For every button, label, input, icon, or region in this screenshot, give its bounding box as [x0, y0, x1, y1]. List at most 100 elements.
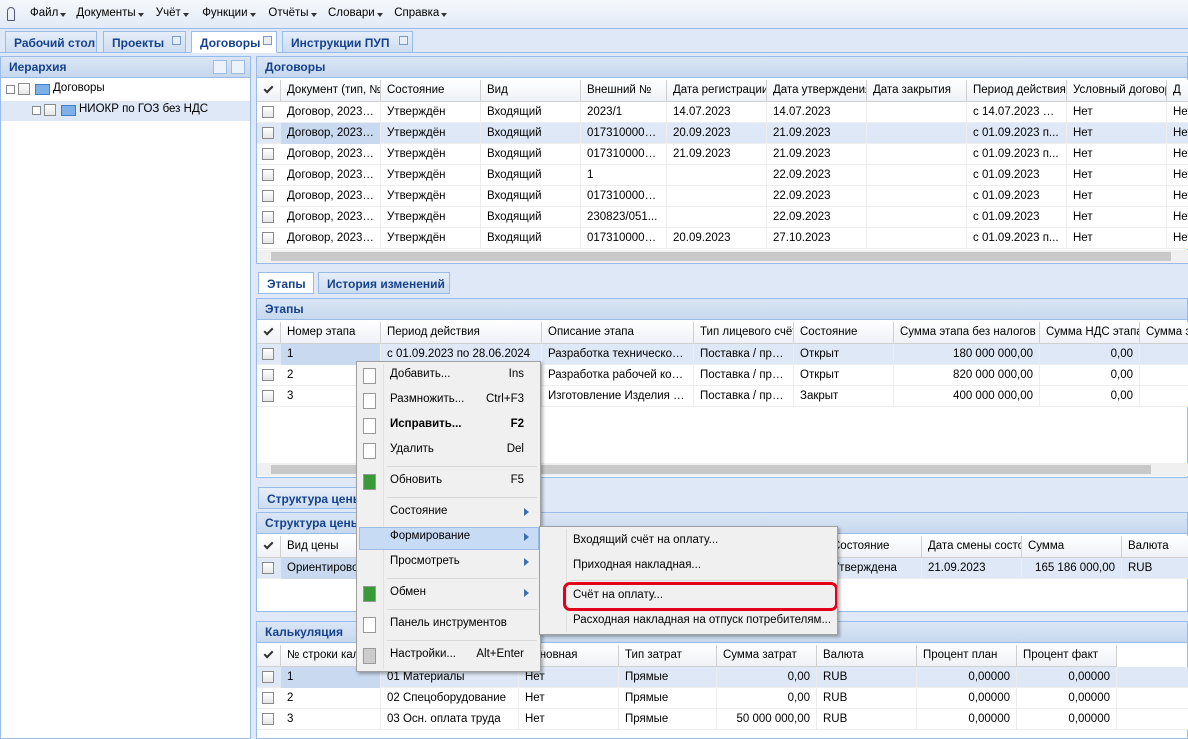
tab[interactable]: Инструкции ПУП — [282, 31, 413, 53]
grid-row[interactable] — [257, 709, 1188, 730]
column-header[interactable]: Номер этапа — [281, 322, 381, 344]
column-header[interactable]: Валюта — [817, 645, 917, 667]
menu-item-label[interactable]: Обмен — [390, 586, 426, 598]
tree-node[interactable]: Договоры — [53, 82, 105, 94]
menu-item-shortcut: F5 — [510, 474, 524, 486]
column-header[interactable]: Дата смены состо — [922, 536, 1022, 558]
menu-item[interactable]: Отчёты — [268, 7, 318, 23]
menu-item-label[interactable]: Обновить — [390, 474, 443, 486]
column-header[interactable]: Состояние — [826, 536, 922, 558]
column-header[interactable]: Дата закрытия — [867, 80, 967, 102]
menu-item[interactable]: Файл — [30, 7, 68, 23]
tree-expander[interactable] — [32, 106, 41, 115]
grid-row[interactable] — [257, 344, 1188, 365]
checkbox[interactable] — [262, 127, 274, 139]
panel-tool[interactable] — [213, 60, 227, 74]
column-header[interactable]: Внешний № — [581, 80, 667, 102]
checkbox[interactable] — [262, 169, 274, 181]
menu-item[interactable]: Функции — [202, 7, 257, 23]
checkbox[interactable] — [262, 390, 274, 402]
checkbox[interactable] — [262, 369, 274, 381]
grid-row[interactable] — [257, 688, 1188, 709]
checkbox[interactable] — [262, 106, 274, 118]
column-header[interactable]: Д — [1167, 80, 1188, 102]
column-header[interactable]: Дата утверждения — [767, 80, 867, 102]
grid-cell — [867, 102, 967, 123]
submenu-item[interactable]: Расходная накладная на отпуск потребител… — [573, 614, 832, 626]
column-header[interactable]: Условный договор — [1067, 80, 1167, 102]
checkbox[interactable] — [262, 190, 274, 202]
column-header[interactable]: Сумма затрат — [717, 645, 817, 667]
submenu-item[interactable]: Счёт на оплату... — [573, 589, 664, 601]
column-header[interactable]: Процент факт — [1017, 645, 1117, 667]
price-tab[interactable]: Структура цены — [258, 487, 358, 509]
grid-row[interactable] — [257, 123, 1188, 144]
column-header[interactable]: Описание этапа — [542, 322, 694, 344]
column-header[interactable]: Тип лицевого счёт — [694, 322, 794, 344]
column-header[interactable]: Состояние — [381, 80, 481, 102]
column-header[interactable]: Сумма НДС этапа — [1040, 322, 1140, 344]
subtab[interactable]: История изменений — [318, 272, 450, 294]
menu-item-label[interactable]: Исправить... — [390, 418, 462, 430]
grid-cell: Нет — [1067, 144, 1167, 165]
checkbox[interactable] — [44, 104, 56, 116]
checkbox[interactable] — [262, 348, 274, 360]
menu-item-label[interactable]: Состояние — [390, 505, 448, 517]
column-header[interactable]: Процент план — [917, 645, 1017, 667]
menu-item-label[interactable]: Размножить... — [390, 393, 465, 405]
tab[interactable]: Проекты — [103, 31, 186, 53]
tab-close[interactable] — [399, 36, 408, 45]
tab[interactable]: Договоры — [191, 31, 277, 53]
menu-item-label[interactable]: Добавить... — [390, 368, 451, 380]
tab[interactable]: Рабочий стол — [5, 31, 97, 53]
grid-row[interactable] — [257, 102, 1188, 123]
checkbox[interactable] — [262, 713, 274, 725]
checkbox[interactable] — [262, 671, 274, 683]
checkbox[interactable] — [262, 232, 274, 244]
tree-expander[interactable] — [6, 85, 15, 94]
column-header[interactable]: Валюта — [1122, 536, 1188, 558]
submenu-item[interactable]: Приходная накладная... — [573, 559, 702, 571]
column-header[interactable]: Вид — [481, 80, 581, 102]
menu-item[interactable]: Словари — [328, 7, 385, 23]
subtab[interactable]: Этапы — [258, 272, 314, 294]
column-header[interactable]: Период действия. — [967, 80, 1067, 102]
checkbox[interactable] — [262, 211, 274, 223]
grid-cell: Договор, 2023/... — [281, 165, 381, 186]
grid-row[interactable] — [257, 144, 1188, 165]
grid-row[interactable] — [257, 165, 1188, 186]
grid-cell: Входящий — [481, 102, 581, 123]
menu-item[interactable]: Справка — [394, 7, 449, 23]
column-header[interactable]: Дата регистрации. — [667, 80, 767, 102]
checkbox[interactable] — [262, 692, 274, 704]
panel-tool[interactable] — [231, 60, 245, 74]
checkbox[interactable] — [262, 562, 274, 574]
menu-item-label[interactable]: Удалить — [390, 443, 434, 455]
menu-item[interactable]: Документы — [76, 7, 145, 23]
column-header[interactable]: Сумма этапа без налогов — [894, 322, 1040, 344]
column-header[interactable]: Сумма э — [1140, 322, 1188, 344]
grid-row[interactable] — [257, 667, 1188, 688]
grid-cell: 1 — [581, 165, 667, 186]
column-header[interactable]: Сумма — [1022, 536, 1122, 558]
grid-row[interactable] — [257, 228, 1188, 249]
menu-item-label[interactable]: Панель инструментов — [390, 617, 507, 629]
column-header[interactable]: Документ (тип, № — [281, 80, 381, 102]
menu-item[interactable]: Учёт — [156, 7, 191, 23]
checkbox[interactable] — [262, 148, 274, 160]
menu-item-label[interactable]: Формирование — [390, 530, 471, 542]
tab-close[interactable] — [172, 36, 181, 45]
grid-cell: Разработка рабочей конс... — [542, 365, 694, 386]
submenu-item[interactable]: Входящий счёт на оплату... — [573, 534, 719, 546]
tab-close[interactable] — [263, 36, 272, 45]
menu-item-label[interactable]: Просмотреть — [390, 555, 460, 567]
menu-item-label[interactable]: Настройки... — [390, 648, 456, 660]
column-header[interactable]: Состояние — [794, 322, 894, 344]
grid-row[interactable] — [257, 186, 1188, 207]
checkbox[interactable] — [18, 83, 30, 95]
tree-node[interactable]: НИОКР по ГОЗ без НДС — [79, 103, 209, 115]
grid-row[interactable] — [257, 207, 1188, 228]
column-header[interactable]: Период действия — [381, 322, 542, 344]
column-header[interactable]: Тип затрат — [619, 645, 717, 667]
